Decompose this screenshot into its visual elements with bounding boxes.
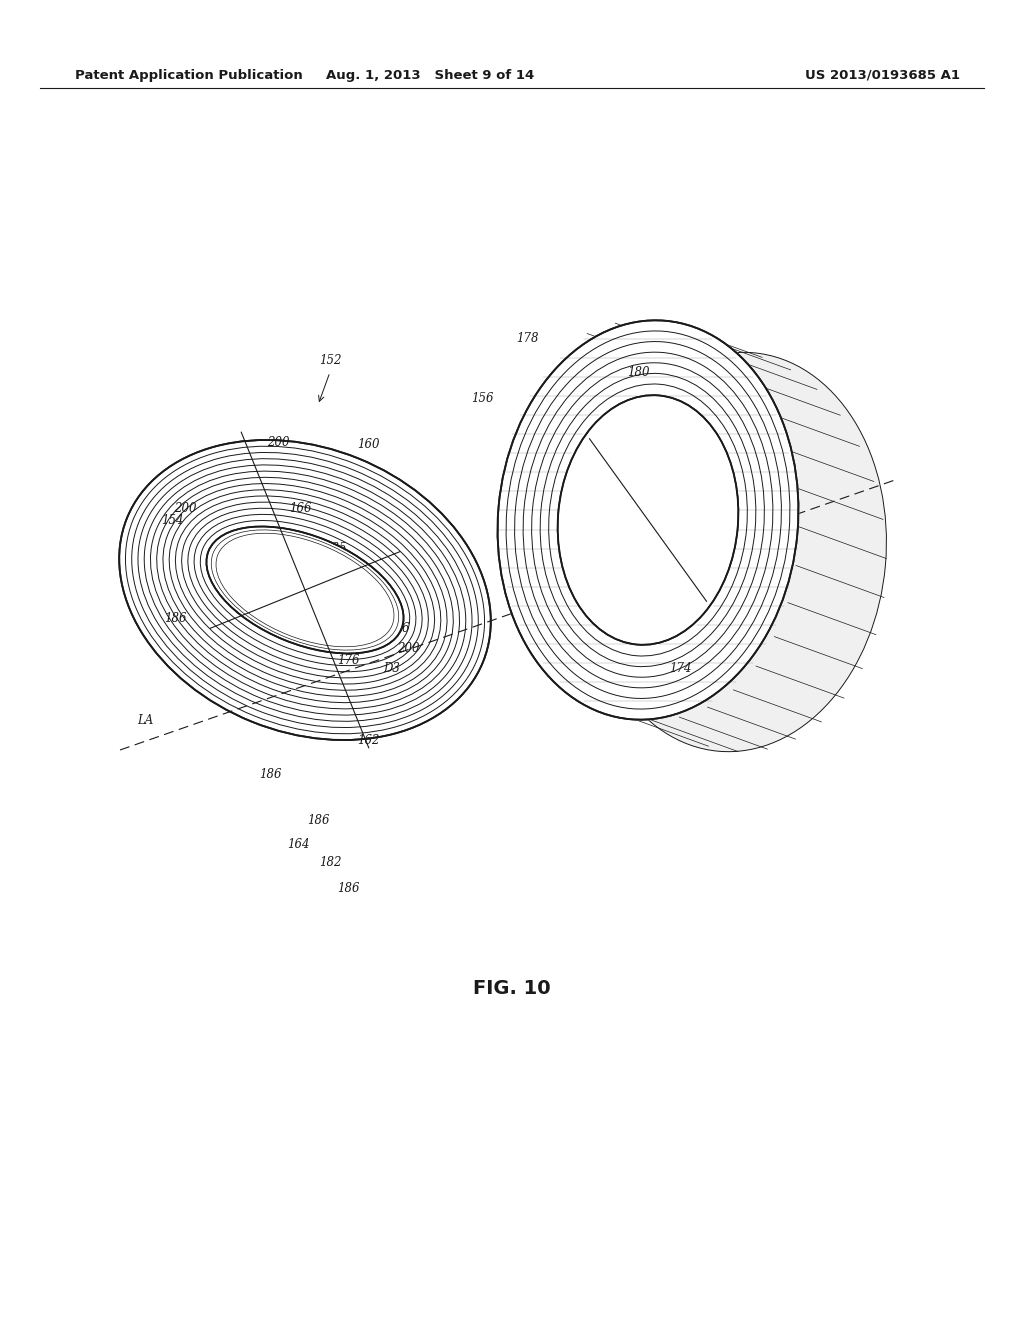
Text: 174: 174 bbox=[669, 661, 691, 675]
Text: 178: 178 bbox=[516, 331, 539, 345]
Text: 154: 154 bbox=[161, 513, 183, 527]
Text: 164: 164 bbox=[287, 838, 309, 851]
Text: 182: 182 bbox=[318, 855, 341, 869]
Text: 186: 186 bbox=[307, 813, 330, 826]
Text: US 2013/0193685 A1: US 2013/0193685 A1 bbox=[805, 69, 961, 82]
Ellipse shape bbox=[586, 352, 887, 751]
Text: 186: 186 bbox=[337, 882, 359, 895]
Text: Patent Application Publication: Patent Application Publication bbox=[75, 69, 303, 82]
Text: 180: 180 bbox=[649, 502, 672, 515]
Text: 185: 185 bbox=[324, 541, 346, 554]
Text: FIG. 10: FIG. 10 bbox=[473, 978, 551, 998]
Text: 166: 166 bbox=[289, 502, 311, 515]
Text: 152: 152 bbox=[318, 354, 341, 367]
Text: 176: 176 bbox=[337, 653, 359, 667]
Text: D3: D3 bbox=[384, 661, 400, 675]
Text: 200: 200 bbox=[266, 436, 289, 449]
Text: 162: 162 bbox=[356, 734, 379, 747]
Text: 156: 156 bbox=[471, 392, 494, 404]
Ellipse shape bbox=[208, 528, 402, 652]
Text: 180: 180 bbox=[627, 366, 649, 379]
Ellipse shape bbox=[117, 438, 493, 742]
Text: 186: 186 bbox=[164, 611, 186, 624]
Text: D4: D4 bbox=[706, 552, 723, 565]
Text: LA: LA bbox=[137, 714, 154, 726]
Text: 170: 170 bbox=[649, 474, 672, 487]
Text: 186: 186 bbox=[259, 768, 282, 781]
Text: 186: 186 bbox=[259, 528, 282, 541]
Text: 200: 200 bbox=[174, 502, 197, 515]
Text: 186: 186 bbox=[387, 622, 410, 635]
Text: Aug. 1, 2013   Sheet 9 of 14: Aug. 1, 2013 Sheet 9 of 14 bbox=[326, 69, 535, 82]
Ellipse shape bbox=[497, 319, 800, 721]
Text: 200: 200 bbox=[396, 642, 419, 655]
Text: 160: 160 bbox=[356, 438, 379, 451]
Ellipse shape bbox=[559, 396, 737, 644]
Text: 182: 182 bbox=[341, 573, 364, 586]
Text: 172: 172 bbox=[664, 583, 686, 597]
Ellipse shape bbox=[558, 395, 738, 644]
